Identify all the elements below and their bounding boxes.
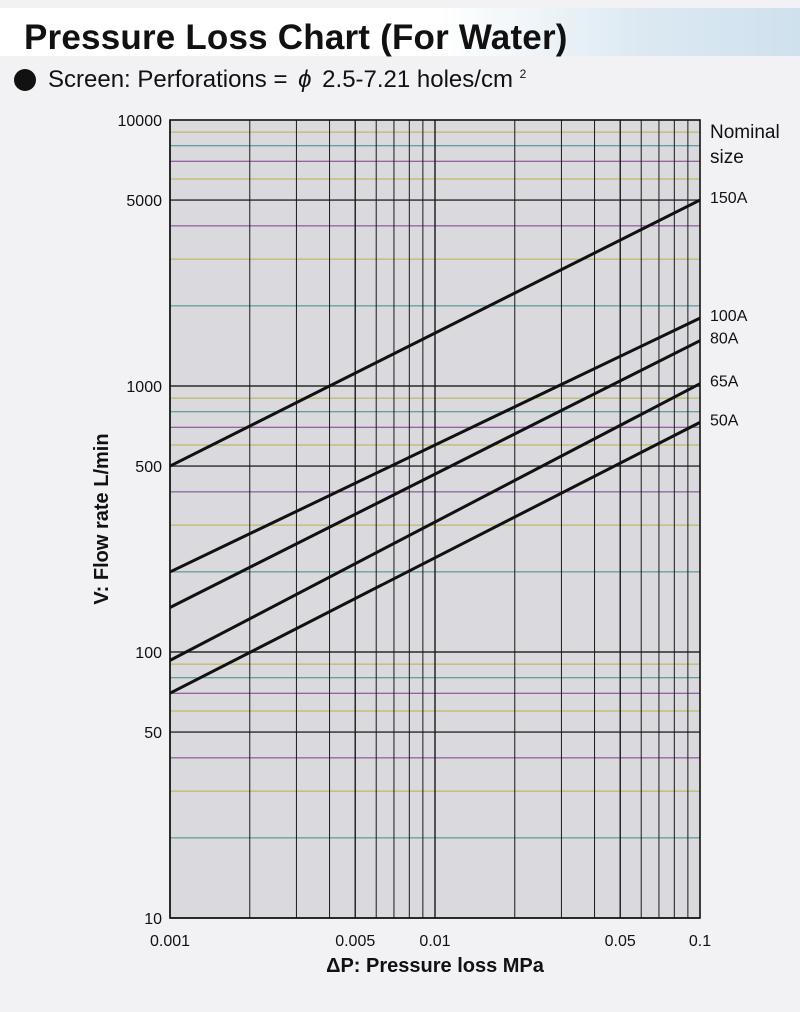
series-label-50a: 50A — [710, 412, 739, 429]
subtitle-row: Screen: Perforations = ϕ 2.5-7.21 holes/… — [14, 66, 526, 94]
page-title: Pressure Loss Chart (For Water) — [24, 18, 568, 57]
x-tick-label: 0.01 — [419, 933, 450, 950]
grid-layer — [169, 119, 701, 919]
y-tick-label: 1000 — [126, 379, 162, 396]
subtitle-superscript: 2 — [519, 67, 527, 81]
plot-frame — [169, 119, 701, 919]
series-label-100a: 100A — [710, 308, 748, 325]
series-line-100a — [169, 316, 701, 574]
label-layer: 150A 100A 80A 65A 50A Nominal size 10 50 100 500 10… — [91, 113, 780, 977]
series-line-65a — [169, 382, 701, 662]
x-tick-label: 0.1 — [689, 933, 711, 950]
phi-symbol: ϕ — [298, 66, 312, 93]
title-bar: Pressure Loss Chart (For Water) — [0, 8, 800, 57]
series-label-150a: 150A — [710, 190, 748, 207]
legend-title-line: size — [710, 147, 744, 168]
y-tick-label: 5000 — [126, 193, 162, 210]
y-tick-label: 100 — [135, 645, 162, 662]
subtitle-prefix: Screen: Perforations = — [48, 66, 295, 93]
series-line-80a — [169, 339, 701, 609]
series-line-150a — [169, 198, 701, 468]
series-line-50a — [169, 421, 701, 695]
y-axis-title: V: Flow rate L/min — [91, 433, 113, 604]
legend-title-line: Nominal — [710, 122, 780, 143]
y-tick-label: 500 — [135, 459, 162, 476]
x-tick-label: 0.001 — [150, 933, 190, 950]
x-tick-label: 0.05 — [605, 933, 636, 950]
series-layer — [169, 198, 701, 695]
y-tick-label: 50 — [144, 725, 162, 742]
y-tick-label: 10 — [144, 911, 162, 928]
subtitle-range: 2.5-7.21 holes/cm — [322, 66, 513, 93]
x-axis-title: ΔP: Pressure loss MPa — [326, 955, 545, 977]
subtitle: Screen: Perforations = ϕ 2.5-7.21 holes/… — [48, 66, 526, 94]
x-tick-label: 0.005 — [335, 933, 375, 950]
y-tick-label: 10000 — [118, 113, 163, 130]
series-label-80a: 80A — [710, 331, 739, 348]
bullet-icon — [14, 69, 36, 91]
series-label-65a: 65A — [710, 374, 739, 391]
